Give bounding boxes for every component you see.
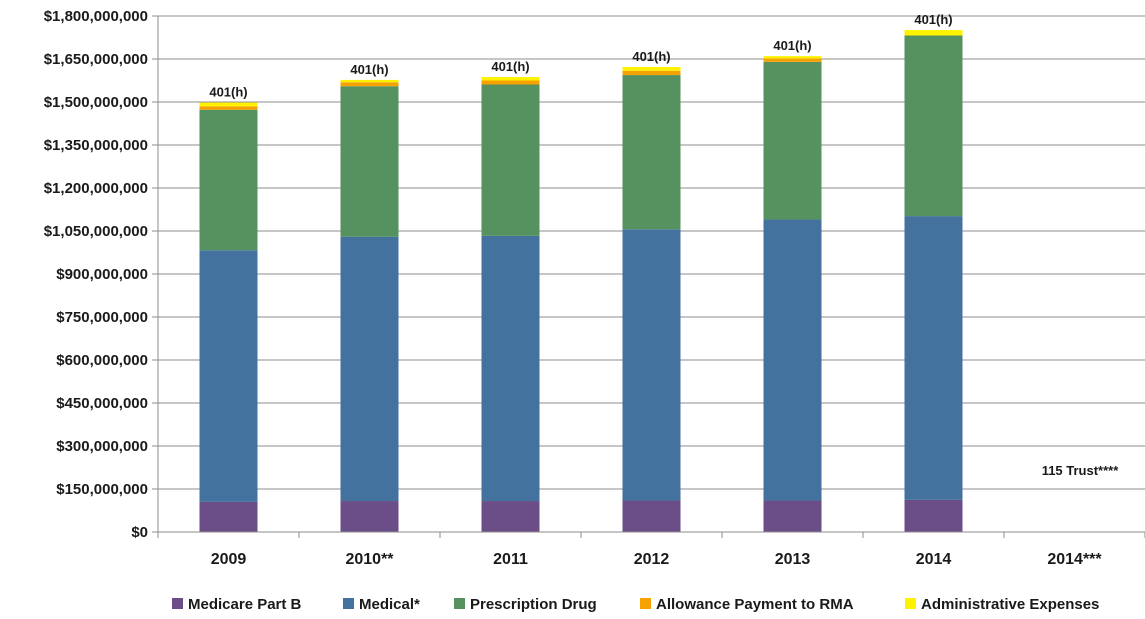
bar-segment: [340, 501, 399, 532]
bar-segment: [199, 102, 258, 107]
y-tick-label: $1,500,000,000: [44, 94, 148, 111]
legend-swatch: [905, 598, 916, 609]
x-tick-label: 2014***: [1047, 551, 1102, 568]
legend-item: Medicare Part B: [172, 596, 302, 613]
bar-segment: [481, 84, 540, 236]
bar-labels: 401(h) 401(h) 401(h) 401(h) 401(h) 401(h): [209, 12, 952, 100]
bar-segment: [622, 70, 681, 76]
legend-label: Medicare Part B: [188, 596, 302, 613]
x-tick-label: 2013: [775, 551, 811, 568]
bar-segment: [904, 30, 963, 36]
bar-segment: [199, 501, 258, 532]
bar-total-label: 401(h): [209, 85, 247, 100]
bar-segment: [481, 501, 540, 532]
axes: [157, 16, 1145, 533]
bar-segment: [481, 80, 540, 85]
bar-segment: [622, 229, 681, 501]
bar-segment: [199, 109, 258, 251]
y-tick-label: $1,800,000,000: [44, 8, 148, 25]
bar-total-label: 401(h): [491, 59, 529, 74]
bar-segment: [763, 219, 822, 501]
legend-swatch: [640, 598, 651, 609]
legend: Medicare Part B Medical* Prescription Drug…: [172, 596, 1099, 613]
legend-item: Medical*: [343, 596, 420, 613]
bar-segment: [340, 82, 399, 87]
bar-total-label: 401(h): [350, 62, 388, 77]
bar-total-label: 401(h): [632, 49, 670, 64]
y-axis-ticks: $0 $150,000,000 $300,000,000 $450,000,000 $6…: [44, 8, 158, 541]
y-tick-label: $1,350,000,000: [44, 137, 148, 154]
bar-total-label: 401(h): [773, 38, 811, 53]
bar-segment: [340, 86, 399, 237]
y-tick-label: $1,050,000,000: [44, 223, 148, 240]
x-tick-label: 2009: [211, 551, 247, 568]
x-axis-ticks: 2009 2010** 2011 2012 2013 2014 2014***: [157, 532, 1145, 568]
bar-segment: [904, 35, 963, 217]
bar-segment: [199, 250, 258, 502]
x-tick-label: 2012: [634, 551, 670, 568]
bar-segment: [199, 106, 258, 110]
bar-total-label: 401(h): [914, 12, 952, 27]
bar-segment: [481, 77, 540, 81]
bar-segment: [904, 216, 963, 500]
y-tick-label: $1,200,000,000: [44, 180, 148, 197]
bar-segment: [481, 235, 540, 502]
bar-segment: [340, 79, 399, 83]
y-tick-label: $600,000,000: [56, 352, 148, 369]
bar-segment: [622, 67, 681, 71]
legend-swatch: [172, 598, 183, 609]
x-tick-label: 2011: [493, 551, 528, 568]
y-tick-label: $900,000,000: [56, 266, 148, 283]
legend-item: Administrative Expenses: [905, 596, 1099, 613]
bar-segment: [763, 61, 822, 220]
x-tick-label: 2014: [916, 551, 952, 568]
legend-item: Allowance Payment to RMA: [640, 596, 854, 613]
bar-segment: [904, 499, 963, 532]
y-tick-label: $450,000,000: [56, 395, 148, 412]
bar-segment: [340, 236, 399, 502]
y-tick-label: $0: [131, 524, 148, 541]
bar-segment: [763, 58, 822, 62]
legend-item: Prescription Drug: [454, 596, 597, 613]
legend-label: Administrative Expenses: [921, 596, 1099, 613]
bar-segment: [622, 75, 681, 230]
bar-segment: [763, 56, 822, 59]
y-tick-label: $300,000,000: [56, 438, 148, 455]
bars: [199, 30, 963, 532]
legend-label: Prescription Drug: [470, 596, 597, 613]
legend-label: Medical*: [359, 596, 420, 613]
x-tick-label: 2010**: [345, 551, 394, 568]
bar-segment: [763, 500, 822, 532]
bar-segment: [622, 500, 681, 532]
y-tick-label: $1,650,000,000: [44, 51, 148, 68]
trust-annotation: 115 Trust****: [1042, 463, 1120, 478]
legend-swatch: [454, 598, 465, 609]
legend-swatch: [343, 598, 354, 609]
legend-label: Allowance Payment to RMA: [656, 596, 854, 613]
y-tick-label: $150,000,000: [56, 481, 148, 498]
y-tick-label: $750,000,000: [56, 309, 148, 326]
